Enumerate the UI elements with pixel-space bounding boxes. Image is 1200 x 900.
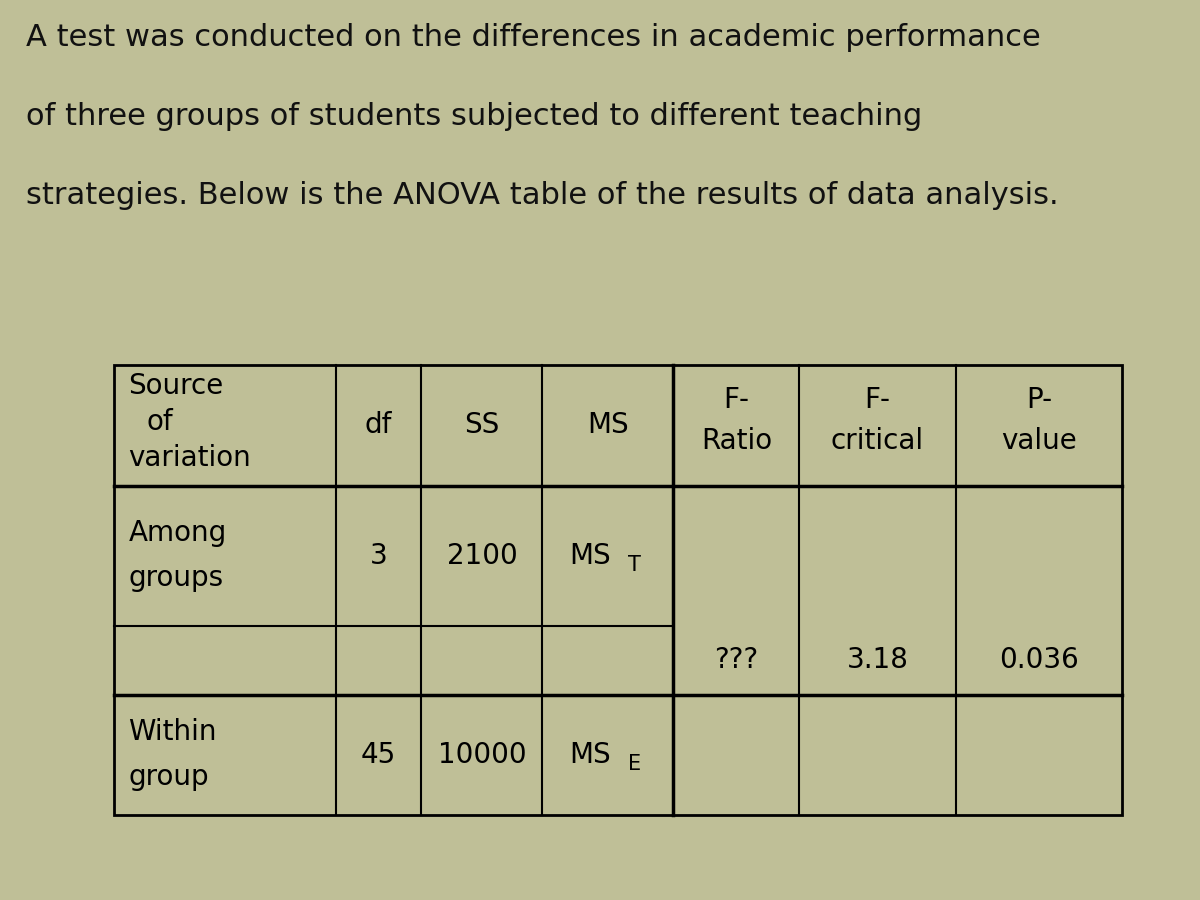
Text: df: df (365, 411, 392, 439)
Text: MS: MS (587, 411, 629, 439)
Text: 2100: 2100 (446, 542, 517, 570)
Text: F-: F- (864, 386, 890, 414)
Text: 10000: 10000 (438, 741, 527, 769)
Text: MS: MS (569, 542, 611, 570)
Text: Ratio: Ratio (701, 428, 772, 455)
Text: E: E (628, 754, 641, 774)
Text: group: group (128, 763, 209, 791)
Text: strategies. Below is the ANOVA table of the results of data analysis.: strategies. Below is the ANOVA table of … (26, 181, 1060, 210)
Text: F-: F- (724, 386, 750, 414)
Text: critical: critical (830, 428, 924, 455)
Bar (114, 364, 1122, 814)
Text: of three groups of students subjected to different teaching: of three groups of students subjected to… (26, 102, 923, 130)
Text: 3.18: 3.18 (847, 646, 908, 674)
Text: Within: Within (128, 718, 217, 746)
Text: value: value (1001, 428, 1076, 455)
Text: Among: Among (128, 519, 227, 547)
Text: groups: groups (128, 564, 223, 592)
Text: P-: P- (1026, 386, 1052, 414)
Text: T: T (628, 554, 641, 575)
Text: of: of (146, 408, 173, 436)
Text: A test was conducted on the differences in academic performance: A test was conducted on the differences … (26, 22, 1042, 51)
Text: variation: variation (128, 444, 251, 472)
Text: ???: ??? (714, 646, 758, 674)
Text: 0.036: 0.036 (998, 646, 1079, 674)
Text: 45: 45 (361, 741, 396, 769)
Text: SS: SS (464, 411, 499, 439)
Text: 3: 3 (370, 542, 388, 570)
Text: MS: MS (569, 741, 611, 769)
Text: Source: Source (128, 372, 223, 400)
